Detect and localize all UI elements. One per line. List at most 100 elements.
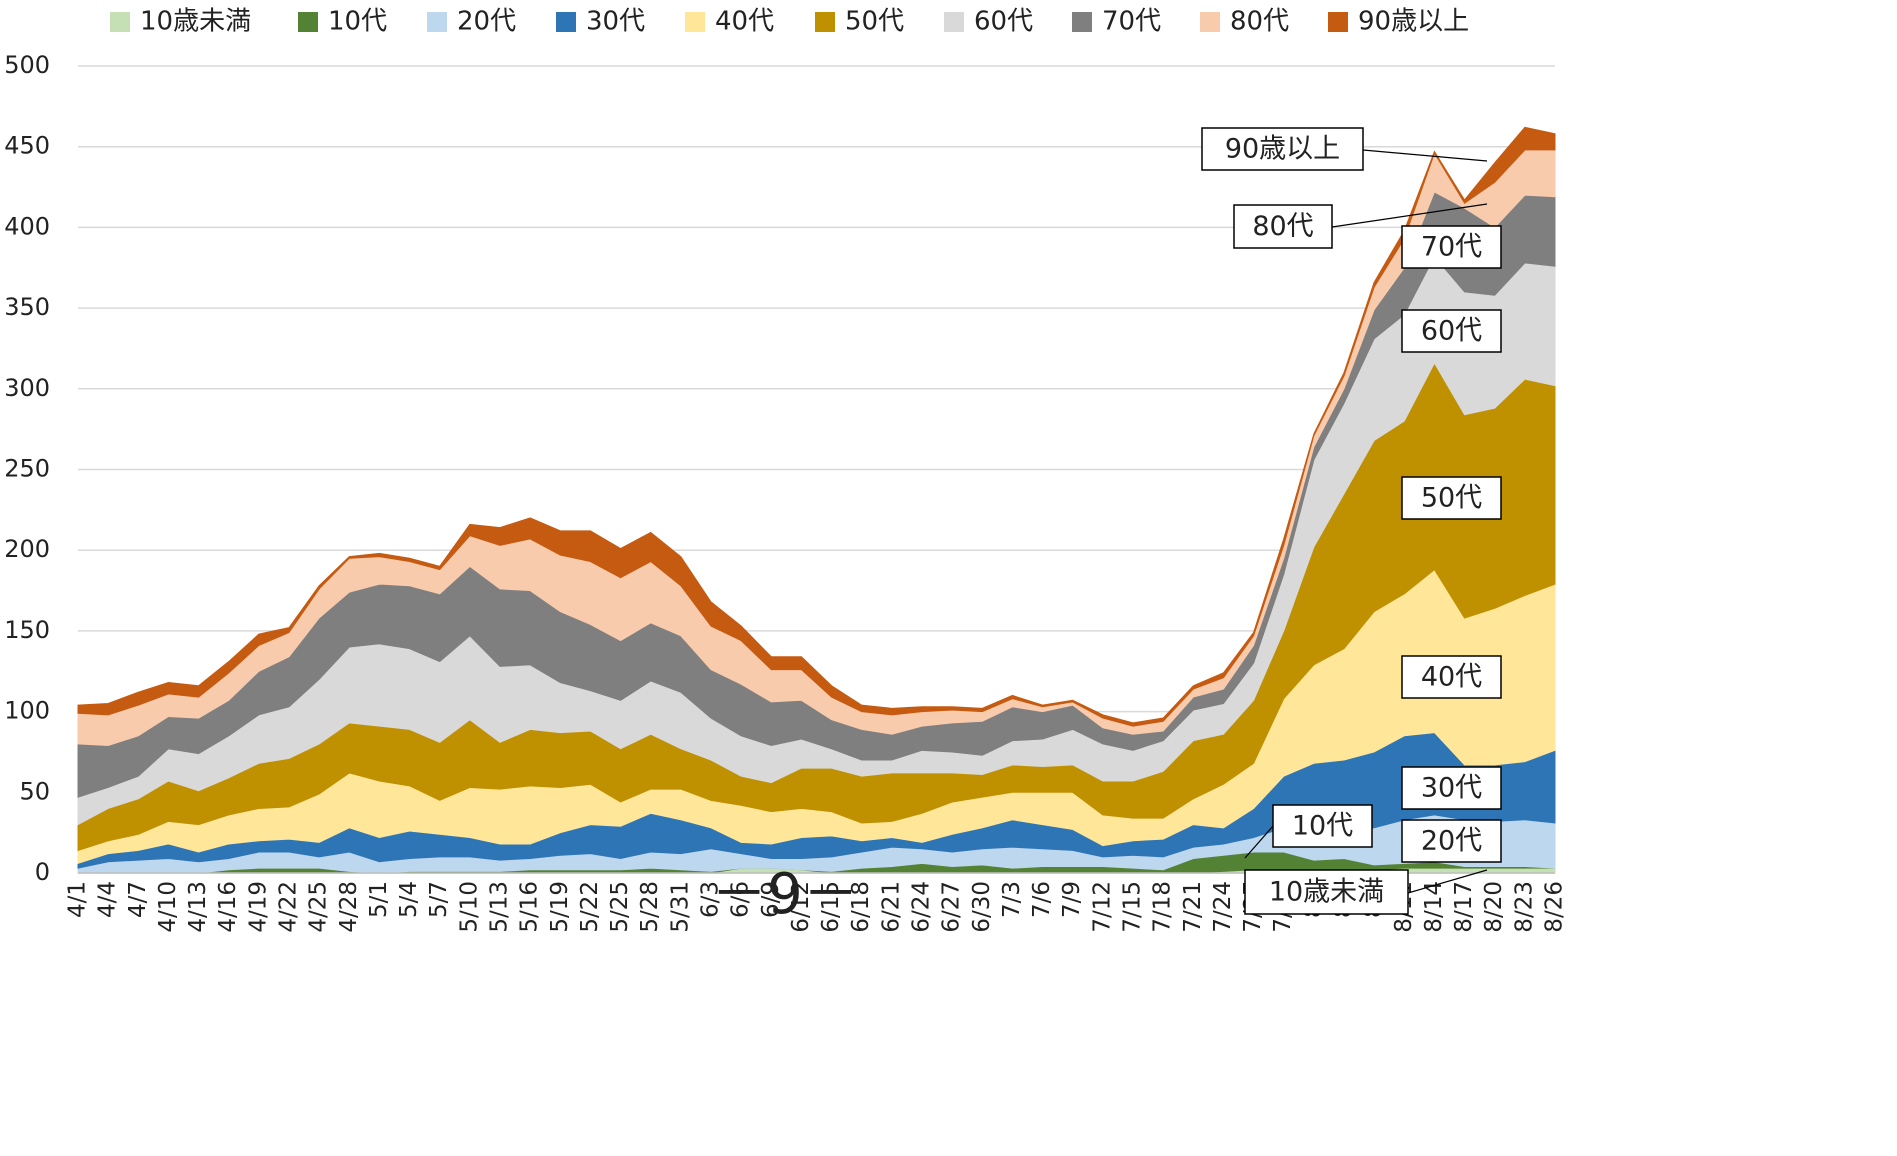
- legend-label: 30代: [586, 7, 645, 37]
- callout-box: [1272, 804, 1373, 848]
- x-tick-label: 7/15: [1120, 881, 1146, 933]
- callout-box: [1244, 869, 1409, 915]
- leader-line: [1331, 203, 1488, 228]
- x-tick-label: 5/10: [456, 881, 482, 933]
- area: [77, 126, 1556, 727]
- x-tick-label: 6/18: [848, 881, 874, 933]
- legend-label: 10代: [328, 7, 387, 37]
- legend-swatch: [298, 12, 318, 32]
- y-tick-label: 100: [4, 697, 50, 725]
- legend-label: 70代: [1102, 7, 1161, 37]
- x-tick-label: 4/1: [65, 881, 91, 918]
- legend-label: 50代: [845, 7, 904, 37]
- callout-label: 50代: [1421, 483, 1482, 514]
- legend-label: 80代: [1230, 7, 1289, 37]
- legend-swatch: [110, 12, 130, 32]
- x-tick-label: 6/15: [818, 881, 844, 933]
- y-tick-label: 400: [4, 212, 50, 240]
- x-tick-label: 7/12: [1089, 881, 1115, 933]
- x-tick-label: 5/1: [366, 881, 392, 918]
- y-tick-label: 0: [35, 858, 50, 886]
- legend-swatch: [815, 12, 835, 32]
- x-tick-label: 5/16: [517, 881, 543, 933]
- x-tick-label: 5/22: [577, 881, 603, 933]
- x-tick-label: 4/7: [125, 881, 151, 918]
- callout-label: 10歳未満: [1269, 877, 1384, 908]
- y-tick-label: 300: [4, 374, 50, 402]
- callout-box: [1401, 819, 1502, 863]
- x-tick-label: 5/31: [667, 881, 693, 933]
- x-tick-label: 7/18: [1150, 881, 1176, 933]
- x-tick-label: 7/21: [1180, 881, 1206, 933]
- legend-swatch: [685, 12, 705, 32]
- legend-swatch: [556, 12, 576, 32]
- y-tick-label: 450: [4, 132, 50, 160]
- x-tick-label: 4/4: [95, 881, 121, 918]
- callout-box: [1401, 655, 1502, 699]
- legend-label: 60代: [974, 7, 1033, 37]
- callout-label: 70代: [1421, 232, 1482, 263]
- y-tick-label: 350: [4, 293, 50, 321]
- x-tick-label: 6/6: [728, 881, 754, 918]
- x-tick-label: 5/25: [607, 881, 633, 933]
- x-tick-label: 5/13: [487, 881, 513, 933]
- leader-line: [1407, 869, 1488, 894]
- callout-box: [1401, 766, 1502, 810]
- x-tick-label: 5/7: [426, 881, 452, 918]
- legend-swatch: [427, 12, 447, 32]
- x-tick-label: 4/13: [185, 881, 211, 933]
- callout-label: 10代: [1292, 811, 1353, 842]
- x-tick-label: 6/30: [969, 881, 995, 933]
- x-tick-label: 4/16: [215, 881, 241, 933]
- x-tick-label: 8/17: [1451, 881, 1477, 933]
- legend-label: 90歳以上: [1358, 7, 1469, 37]
- x-tick-label: 4/25: [306, 881, 332, 933]
- x-tick-label: 6/21: [878, 881, 904, 933]
- callout-label: 60代: [1421, 316, 1482, 347]
- leader-line: [1362, 149, 1488, 162]
- x-tick-label: 6/27: [939, 881, 965, 933]
- callout-label: 40代: [1421, 662, 1482, 693]
- x-tick-label: 6/24: [909, 881, 935, 933]
- x-tick-label: 7/3: [999, 881, 1025, 918]
- callout-box: [1401, 476, 1502, 520]
- y-tick-label: 150: [4, 616, 50, 644]
- legend-label: 20代: [457, 7, 516, 37]
- x-tick-label: 7/9: [1059, 881, 1085, 918]
- callout-box: [1233, 204, 1333, 249]
- legend-label: 10歳未満: [140, 7, 251, 37]
- leader-line: [1244, 825, 1274, 859]
- x-tick-label: 6/9: [758, 881, 784, 918]
- x-tick-label: 4/22: [276, 881, 302, 933]
- legend-label: 40代: [715, 7, 774, 37]
- x-tick-label: 6/3: [698, 881, 724, 918]
- callout-label: 80代: [1252, 211, 1313, 242]
- callout-label: 90歳以上: [1225, 134, 1340, 165]
- page-label: －9－: [711, 862, 859, 927]
- x-tick-label: 5/19: [547, 881, 573, 933]
- legend-swatch: [1200, 12, 1220, 32]
- x-tick-label: 7/6: [1029, 881, 1055, 918]
- x-tick-label: 4/10: [155, 881, 181, 933]
- callout-label: 30代: [1421, 773, 1482, 804]
- legend-swatch: [944, 12, 964, 32]
- callout-label: 20代: [1421, 826, 1482, 857]
- x-tick-label: 5/28: [637, 881, 663, 933]
- x-tick-label: 5/4: [396, 881, 422, 918]
- x-tick-label: 7/24: [1210, 881, 1236, 933]
- x-tick-label: 4/19: [245, 881, 271, 933]
- callout-box: [1401, 225, 1502, 269]
- y-tick-label: 50: [19, 777, 50, 805]
- x-tick-label: 8/20: [1481, 881, 1507, 933]
- y-tick-label: 250: [4, 455, 50, 483]
- legend-swatch: [1328, 12, 1348, 32]
- callout-box: [1401, 309, 1502, 353]
- legend-swatch: [1072, 12, 1092, 32]
- callout-box: [1201, 127, 1364, 171]
- x-tick-label: 8/26: [1542, 881, 1568, 933]
- x-tick-label: 6/12: [788, 881, 814, 933]
- y-tick-label: 500: [4, 51, 50, 79]
- x-tick-label: 8/23: [1511, 881, 1537, 933]
